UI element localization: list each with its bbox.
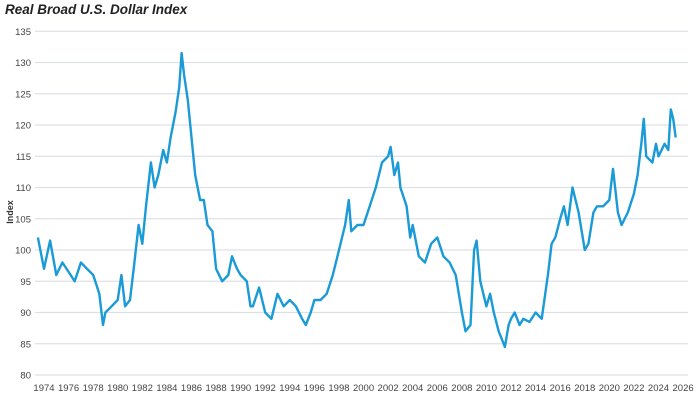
x-tick-label: 2004 [402, 383, 423, 394]
y-tick-label: 115 [16, 152, 31, 163]
x-tick-label: 2012 [500, 383, 521, 394]
y-axis-label: Index [5, 200, 15, 224]
y-tick-label: 105 [15, 214, 31, 225]
y-tick-label: 125 [15, 89, 31, 100]
x-tick-label: 2026 [673, 383, 694, 394]
y-tick-label: 80 [20, 371, 31, 382]
x-tick-label: 2020 [599, 383, 620, 394]
y-tick-label: 110 [16, 183, 31, 194]
x-tick-label: 2024 [648, 383, 669, 394]
series-line [36, 51, 677, 349]
x-tick-labels: 1974 1976 1978 1980 1982 1984 1986 1988 1990 1992… [33, 383, 693, 394]
x-tick-label: 2010 [476, 383, 497, 394]
x-tick-label: 1982 [132, 383, 153, 394]
x-tick-label: 1998 [328, 383, 349, 394]
y-tick-label: 85 [20, 339, 31, 350]
x-tick-label: 1992 [255, 383, 276, 394]
x-tick-label: 1984 [156, 383, 177, 394]
x-tick-label: 2014 [525, 383, 546, 394]
x-tick-label: 1986 [181, 383, 202, 394]
y-tick-label: 135 [15, 27, 31, 38]
gridlines [35, 30, 688, 376]
x-tick-label: 1990 [230, 383, 251, 394]
x-tick-label: 1996 [304, 383, 325, 394]
x-tick-label: 1980 [107, 383, 128, 394]
x-tick-label: 2016 [550, 383, 571, 394]
x-tick-label: 2018 [574, 383, 595, 394]
x-tick-label: 2008 [451, 383, 472, 394]
x-tick-label: 1974 [33, 383, 54, 394]
y-tick-label: 120 [15, 121, 31, 132]
x-tick-label: 2002 [378, 383, 399, 394]
x-tick-label: 1978 [83, 383, 104, 394]
x-tick-label: 2000 [353, 383, 374, 394]
x-tick-label: 1988 [205, 383, 226, 394]
y-tick-label: 100 [15, 246, 31, 257]
y-tick-labels: 80 85 90 95 100 105 110 115 120 125 130 135 [15, 27, 31, 382]
y-tick-label: 95 [20, 277, 31, 288]
x-tick-label: 1976 [58, 383, 79, 394]
x-tick-label: 2022 [623, 383, 644, 394]
x-tick-label: 1994 [279, 383, 300, 394]
chart-title: Real Broad U.S. Dollar Index [5, 2, 188, 17]
y-tick-label: 90 [20, 308, 31, 319]
x-tick-label: 2006 [427, 383, 448, 394]
y-tick-label: 130 [15, 58, 31, 69]
